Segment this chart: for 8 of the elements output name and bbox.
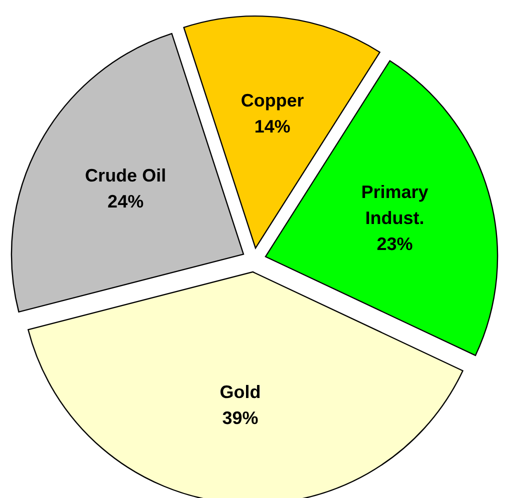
data-label: 23%: [376, 234, 413, 254]
slice-label: Gold: [220, 382, 261, 402]
data-label: 14%: [254, 116, 290, 136]
slice-label: Crude Oil: [85, 165, 166, 186]
data-label: 39%: [222, 408, 258, 428]
data-label: 24%: [108, 191, 144, 212]
slice-label: Primary Indust.: [361, 182, 428, 228]
slice-label: Copper: [240, 90, 304, 110]
